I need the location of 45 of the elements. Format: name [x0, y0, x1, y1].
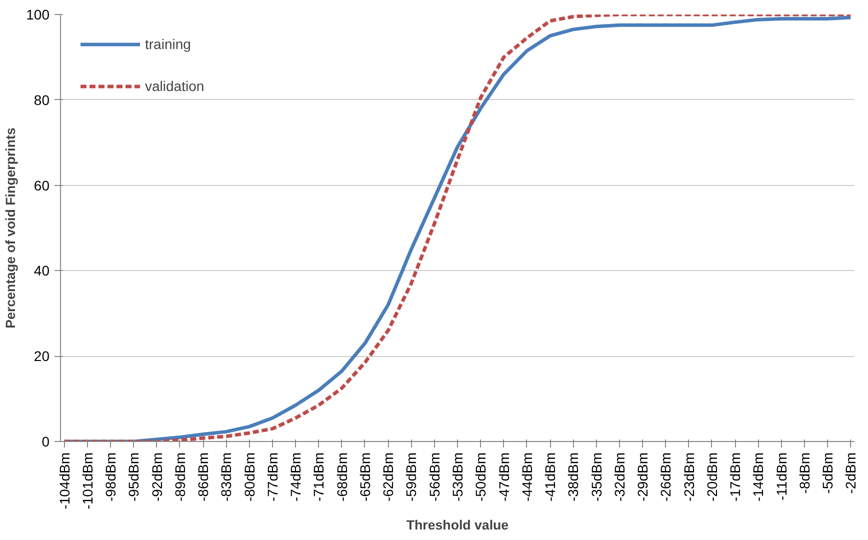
x-axis-title: Threshold value: [406, 517, 509, 532]
x-tick-label: -53dBm: [450, 452, 466, 502]
x-tick-label: -14dBm: [750, 452, 766, 502]
x-tick-label: -65dBm: [356, 452, 373, 502]
y-tick-label: 20: [34, 348, 50, 364]
x-tick-label: -50dBm: [472, 452, 489, 502]
x-tick-label: -29dBm: [634, 452, 651, 502]
y-axis-title: Percentage of void Fingerprints: [3, 128, 18, 328]
y-tick-label: 60: [34, 177, 50, 194]
x-tick-label: -17dBm: [727, 452, 744, 502]
x-tick-label: -47dBm: [496, 452, 512, 502]
x-tick-label: -89dBm: [172, 452, 188, 502]
x-tick-label: -23dBm: [680, 452, 697, 502]
y-tick-label: 80: [34, 92, 50, 108]
x-tick-label: -5dBm: [820, 452, 836, 494]
x-tick-label: -80dBm: [241, 452, 258, 502]
y-tick-label: 40: [34, 262, 50, 279]
x-tick-label: -98dBm: [102, 452, 119, 502]
x-tick-label: -77dBm: [264, 452, 280, 502]
legend-label: training: [145, 36, 191, 52]
x-tick-label: -26dBm: [658, 452, 674, 502]
x-tick-label: -59dBm: [403, 452, 420, 502]
x-tick-label: -44dBm: [518, 452, 535, 502]
x-tick-label: -104dBm: [56, 452, 72, 510]
x-tick-label: -8dBm: [796, 452, 812, 494]
legend-label: validation: [145, 78, 204, 94]
x-tick-label: -68dBm: [334, 452, 350, 502]
x-tick-label: -56dBm: [426, 452, 442, 502]
x-tick-label: -11dBm: [773, 452, 790, 500]
x-tick-label: -62dBm: [380, 452, 396, 502]
x-tick-label: -95dBm: [126, 452, 142, 502]
x-tick-label: -32dBm: [611, 452, 628, 502]
y-tick-label: 0: [42, 434, 50, 450]
x-tick-label: -41dBm: [542, 452, 558, 502]
y-tick-label: 100: [26, 6, 50, 22]
x-tick-label: -71dBm: [310, 452, 327, 502]
x-tick-label: -83dBm: [218, 452, 234, 502]
x-tick-label: -2dBm: [842, 452, 859, 494]
x-tick-label: -74dBm: [288, 452, 304, 502]
x-tick-label: -38dBm: [565, 452, 582, 502]
x-tick-label: -86dBm: [195, 452, 212, 502]
x-tick-label: -92dBm: [148, 452, 165, 502]
x-tick-label: -20dBm: [704, 452, 720, 502]
x-tick-label: -101dBm: [79, 452, 96, 510]
x-tick-label: -35dBm: [588, 452, 604, 502]
